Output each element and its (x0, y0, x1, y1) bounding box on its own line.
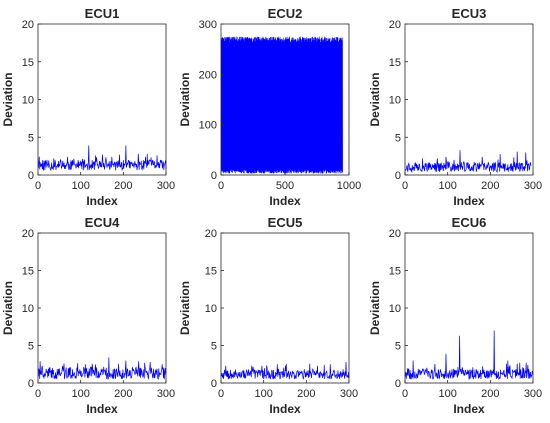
chart-5-xlabel: Index (269, 402, 301, 416)
chart-1-ylabel: Deviation (1, 72, 15, 126)
chart-5-xtick-label: 0 (218, 388, 224, 400)
chart-2-ytick-label: 100 (199, 120, 217, 132)
chart-3-xtick-label: 100 (438, 180, 456, 192)
chart-1-ytick-label: 20 (22, 19, 34, 31)
chart-6-ytick-label: 20 (389, 228, 401, 240)
chart-1-ytick-label: 5 (28, 132, 34, 144)
chart-1-plot-area (38, 24, 166, 175)
chart-6-xtick-label: 0 (402, 388, 408, 400)
chart-6-ytick-label: 15 (389, 266, 401, 278)
chart-3-ytick-label: 20 (389, 19, 401, 31)
chart-3-ytick-label: 15 (389, 57, 401, 69)
chart-5-plot-area (221, 233, 349, 383)
chart-5-ylabel: Deviation (178, 281, 192, 335)
chart-2-xlabel: Index (269, 194, 301, 208)
chart-2-title: ECU2 (268, 6, 303, 21)
chart-4-xtick-label: 200 (114, 388, 132, 400)
chart-4-ytick-label: 5 (28, 341, 34, 353)
chart-3: 0 100 200 300 0 5 10 15 20 ECU3 Index Deviation (368, 6, 542, 208)
chart-1-xtick-label: 300 (157, 180, 175, 192)
chart-6-ytick-label: 5 (395, 341, 401, 353)
chart-2-xtick-label: 500 (276, 180, 294, 192)
chart-5-xtick-label: 100 (254, 388, 272, 400)
chart-3-xtick-label: 300 (524, 180, 542, 192)
chart-2-xtick-label: 0 (218, 180, 224, 192)
chart-4-xtick-label: 100 (71, 388, 89, 400)
chart-4-xlabel: Index (86, 402, 118, 416)
chart-1-title: ECU1 (85, 6, 120, 21)
chart-6-ytick-label: 10 (389, 303, 401, 315)
chart-6-ylabel: Deviation (368, 281, 382, 335)
chart-1: 0 100 200 300 0 5 10 15 20 ECU1 Index Deviation (1, 6, 175, 208)
chart-3-ytick-label: 10 (389, 95, 401, 107)
chart-5: 0 100 200 300 0 5 10 15 20 ECU5 Index Deviation (178, 215, 358, 416)
chart-5-ytick-label: 5 (211, 341, 217, 353)
chart-6: 0 100 200 300 0 5 10 15 20 ECU6 Index Deviation (368, 215, 542, 416)
chart-3-xlabel: Index (453, 194, 485, 208)
chart-5-ytick-label: 15 (205, 266, 217, 278)
chart-6-xtick-label: 200 (481, 388, 499, 400)
chart-3-ytick-label: 5 (395, 132, 401, 144)
chart-1-xtick-label: 0 (35, 180, 41, 192)
chart-3-plot-area (405, 24, 533, 175)
chart-6-plot-area (405, 233, 533, 383)
chart-6-title: ECU6 (452, 215, 487, 230)
chart-1-xtick-label: 100 (71, 180, 89, 192)
chart-5-xtick-label: 300 (340, 388, 358, 400)
chart-5-ytick-label: 10 (205, 303, 217, 315)
chart-2-ytick-label: 0 (211, 170, 217, 182)
chart-3-xtick-label: 200 (481, 180, 499, 192)
chart-5-title: ECU5 (268, 215, 303, 230)
chart-6-series-line (405, 330, 534, 380)
chart-6-ytick-label: 0 (395, 378, 401, 390)
chart-3-xtick-label: 0 (402, 180, 408, 192)
chart-4-ytick-label: 10 (22, 303, 34, 315)
chart-5-xtick-label: 200 (297, 388, 315, 400)
chart-2-xtick-label: 1000 (337, 180, 361, 192)
chart-6-xtick-label: 300 (524, 388, 542, 400)
chart-5-ytick-label: 20 (205, 228, 217, 240)
chart-2-series-line (220, 36, 343, 174)
chart-1-ytick-label: 10 (22, 95, 34, 107)
chart-1-ytick-label: 0 (28, 170, 34, 182)
chart-5-ytick-label: 0 (211, 378, 217, 390)
chart-4-title: ECU4 (85, 215, 120, 230)
chart-1-series-line (38, 145, 167, 172)
chart-4-ytick-label: 15 (22, 266, 34, 278)
chart-4-ytick-label: 20 (22, 228, 34, 240)
chart-1-ytick-label: 15 (22, 57, 34, 69)
chart-4-xtick-label: 300 (157, 388, 175, 400)
chart-4-xtick-label: 0 (35, 388, 41, 400)
chart-4-ytick-label: 0 (28, 378, 34, 390)
chart-2-ytick-label: 300 (199, 19, 217, 31)
chart-2-ytick-label: 200 (199, 69, 217, 81)
chart-6-xtick-label: 100 (438, 388, 456, 400)
chart-4: 0 100 200 300 0 5 10 15 20 ECU4 Index Deviation (1, 215, 175, 416)
chart-1-xlabel: Index (86, 194, 118, 208)
chart-4-ylabel: Deviation (1, 281, 15, 335)
chart-4-series-line (38, 357, 167, 380)
chart-4-plot-area (38, 233, 166, 383)
chart-2: 0 500 1000 0 100 200 300 ECU2 Index Deviation (178, 6, 361, 208)
chart-6-xlabel: Index (453, 402, 485, 416)
chart-3-series-line (405, 150, 532, 174)
chart-2-ylabel: Deviation (178, 72, 192, 126)
chart-3-title: ECU3 (452, 6, 487, 21)
chart-3-ytick-label: 0 (395, 170, 401, 182)
chart-1-xtick-label: 200 (114, 180, 132, 192)
chart-5-series-line (221, 361, 350, 381)
chart-3-ylabel: Deviation (368, 72, 382, 126)
